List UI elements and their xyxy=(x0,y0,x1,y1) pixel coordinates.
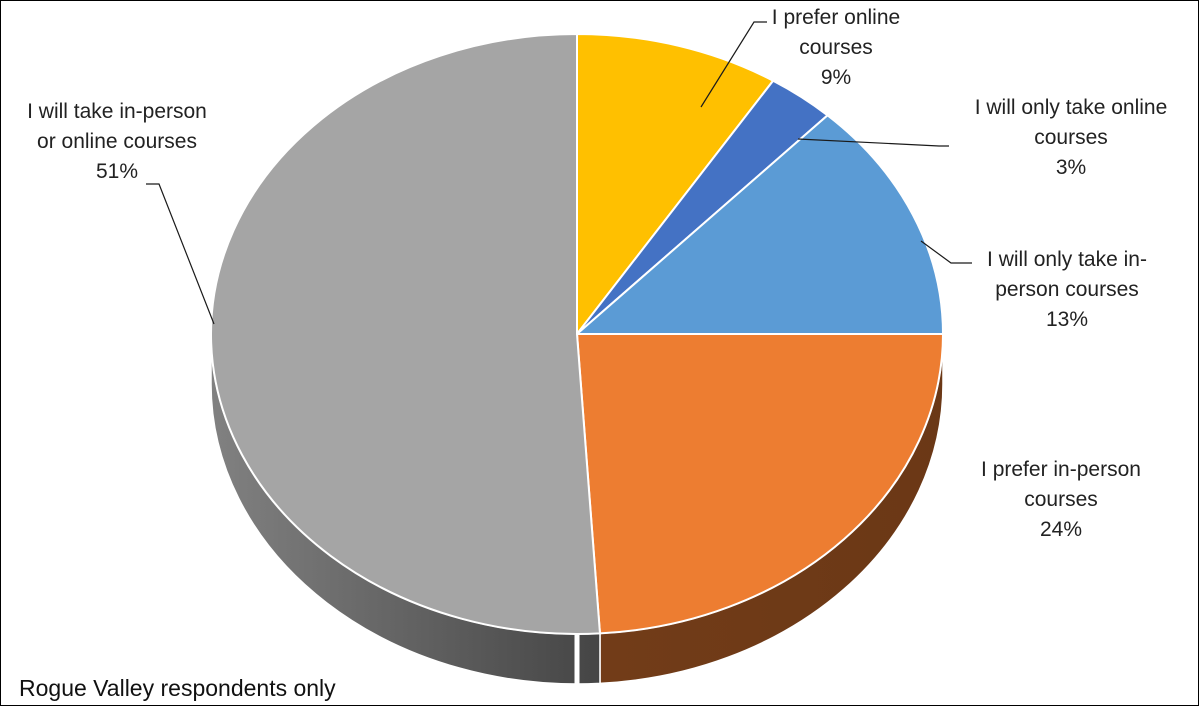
slice-percent: 51% xyxy=(95,160,139,183)
slice-label-only-in-person: I will only take in- person courses 13% xyxy=(961,245,1173,335)
slice-label-line: I will only take online xyxy=(974,96,1168,119)
slice-only-in-person xyxy=(574,114,945,335)
slice-label-in-person-or-online: I will take in-person or online courses … xyxy=(1,97,233,187)
slice-label-line: courses xyxy=(799,36,873,59)
leader-line-in-person-or-online xyxy=(146,183,215,325)
slice-prefer-in-person xyxy=(575,333,945,635)
slice-label-line: courses xyxy=(1034,126,1108,149)
slice-label-line: courses xyxy=(1024,488,1098,511)
slice-percent: 13% xyxy=(1045,308,1089,331)
slice-label-prefer-in-person: I prefer in-person courses 24% xyxy=(951,455,1171,545)
slice-label-prefer-online: I prefer online courses 9% xyxy=(751,3,921,93)
slice-label-line: person courses xyxy=(995,278,1139,301)
slice-percent: 9% xyxy=(820,66,852,89)
slice-label-line: I will take in-person xyxy=(27,100,207,123)
slice-percent: 24% xyxy=(1039,518,1083,541)
leader-line-only-in-person xyxy=(920,240,972,264)
slice-label-line: I will only take in- xyxy=(987,248,1147,271)
leader-line-prefer-online xyxy=(700,21,767,108)
slice-label-only-online: I will only take online courses 3% xyxy=(951,93,1191,183)
slice-label-line: I prefer online xyxy=(771,6,901,29)
slice-percent: 3% xyxy=(1055,156,1087,179)
chart-note: Rogue Valley respondents only xyxy=(19,675,336,701)
slice-label-line: or online courses xyxy=(37,130,197,153)
slice-in-person-or-online xyxy=(210,32,602,635)
leader-line-only-online xyxy=(797,138,949,147)
slice-prefer-online xyxy=(576,32,775,337)
slice-label-line: I prefer in-person xyxy=(981,458,1141,481)
